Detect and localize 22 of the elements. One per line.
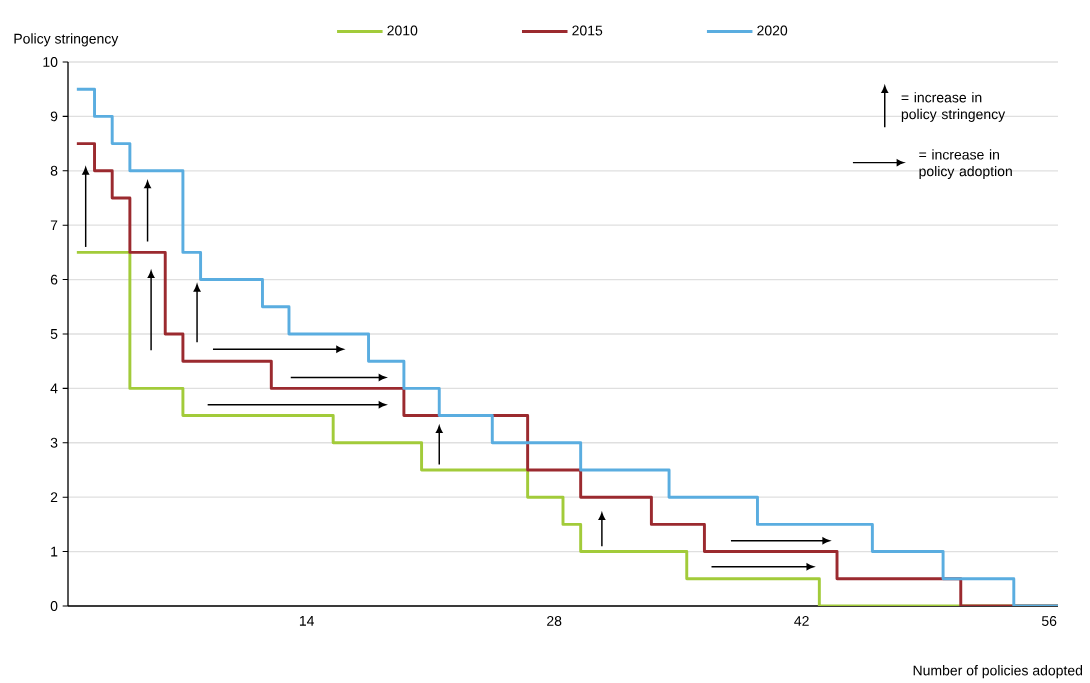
x-tick-label: 42: [794, 616, 809, 627]
legend-label: 2015: [572, 25, 603, 36]
y-tick-label: 8: [50, 166, 58, 176]
annotation: = increase in policy stringency: [901, 92, 1006, 123]
y-tick-label: 7: [50, 220, 58, 231]
legend-label: 2010: [387, 25, 418, 36]
y-axis-title: Policy stringency: [14, 33, 119, 47]
x-tick-label: 14: [299, 616, 315, 626]
y-tick-label: 2: [50, 492, 58, 503]
y-tick-label: 0: [50, 601, 58, 612]
y-tick-label: 9: [50, 111, 58, 122]
y-tick-label: 1: [51, 546, 58, 557]
annotation: = increase in policy adoption: [919, 149, 1012, 180]
x-axis-title: Number of policies adopted: [913, 665, 1083, 679]
y-tick-label: 4: [50, 383, 58, 394]
x-tick-label: 56: [1041, 616, 1057, 627]
y-tick-label: 6: [50, 274, 58, 285]
x-tick-label: 28: [547, 616, 562, 627]
legend-label: 2020: [757, 25, 788, 36]
y-tick-label: 3: [50, 438, 58, 448]
y-tick-label: 10: [43, 57, 58, 68]
y-tick-label: 5: [50, 329, 58, 340]
